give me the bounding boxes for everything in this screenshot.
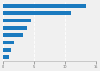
Bar <box>3 55 9 59</box>
Bar <box>3 19 31 22</box>
Bar <box>3 11 71 15</box>
Bar <box>3 41 14 44</box>
Bar <box>3 48 11 52</box>
Bar <box>3 26 27 30</box>
Bar <box>3 33 23 37</box>
Bar <box>3 4 86 8</box>
